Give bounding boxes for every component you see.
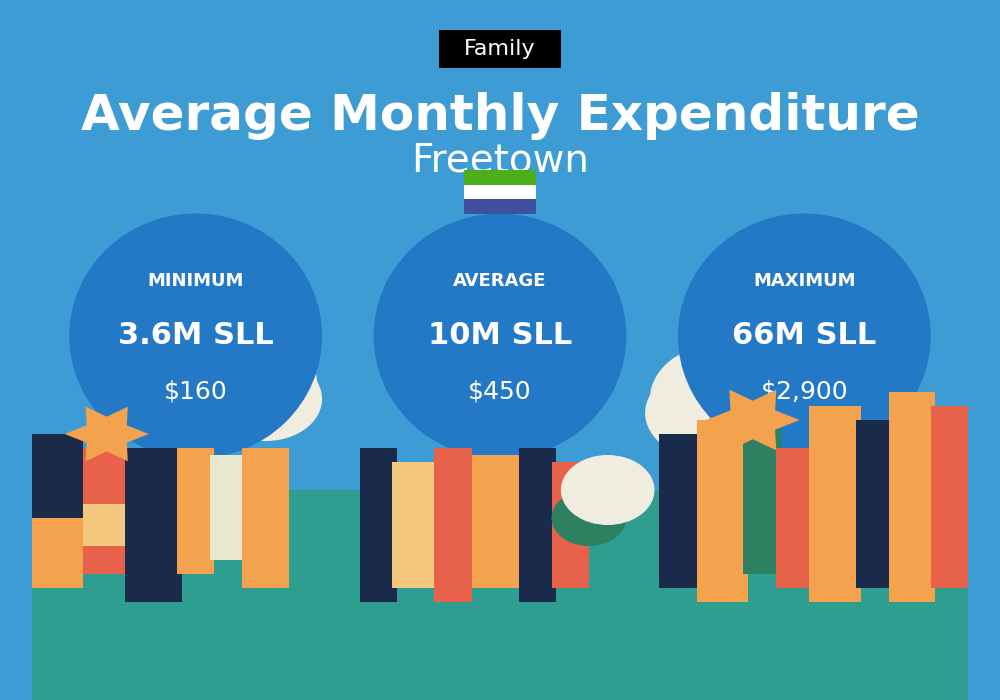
Text: Family: Family bbox=[464, 39, 536, 59]
Bar bbox=[659, 434, 701, 588]
Bar bbox=[931, 406, 968, 588]
Bar bbox=[392, 462, 439, 588]
Circle shape bbox=[177, 332, 317, 438]
Text: Freetown: Freetown bbox=[411, 142, 589, 180]
Bar bbox=[210, 455, 247, 560]
Circle shape bbox=[172, 357, 285, 441]
Text: 10M SLL: 10M SLL bbox=[428, 321, 572, 351]
Text: MINIMUM: MINIMUM bbox=[147, 272, 244, 290]
Bar bbox=[125, 448, 182, 602]
Polygon shape bbox=[706, 390, 800, 450]
Bar bbox=[552, 462, 589, 588]
Bar bbox=[32, 434, 83, 518]
Bar bbox=[856, 420, 893, 588]
Text: MAXIMUM: MAXIMUM bbox=[753, 272, 856, 290]
Bar bbox=[464, 185, 536, 199]
Ellipse shape bbox=[374, 214, 626, 458]
Bar bbox=[177, 448, 214, 574]
Ellipse shape bbox=[69, 214, 322, 458]
Circle shape bbox=[650, 343, 800, 455]
Bar bbox=[519, 448, 556, 602]
Circle shape bbox=[210, 357, 322, 441]
Bar bbox=[889, 392, 935, 602]
Circle shape bbox=[561, 455, 655, 525]
Polygon shape bbox=[65, 407, 149, 461]
FancyBboxPatch shape bbox=[439, 29, 561, 69]
Bar bbox=[776, 448, 814, 588]
Bar bbox=[242, 448, 289, 588]
Bar bbox=[472, 455, 523, 588]
Circle shape bbox=[645, 368, 767, 458]
Bar bbox=[32, 434, 83, 588]
Bar bbox=[434, 448, 472, 602]
Text: Average Monthly Expenditure: Average Monthly Expenditure bbox=[81, 92, 919, 139]
Text: 3.6M SLL: 3.6M SLL bbox=[118, 321, 274, 351]
Circle shape bbox=[683, 368, 804, 458]
Bar bbox=[83, 448, 125, 574]
Text: $160: $160 bbox=[164, 379, 228, 403]
Bar bbox=[743, 420, 781, 574]
Bar bbox=[464, 199, 536, 214]
Bar bbox=[360, 448, 397, 602]
Bar bbox=[697, 420, 748, 602]
Text: $450: $450 bbox=[468, 379, 532, 403]
Text: $2,900: $2,900 bbox=[761, 379, 848, 403]
Ellipse shape bbox=[678, 214, 931, 458]
Bar bbox=[464, 170, 536, 185]
Bar bbox=[83, 504, 125, 546]
Text: 66M SLL: 66M SLL bbox=[732, 321, 876, 351]
Text: AVERAGE: AVERAGE bbox=[453, 272, 547, 290]
Circle shape bbox=[552, 490, 626, 546]
Bar bbox=[809, 406, 861, 602]
Bar bbox=[32, 490, 968, 700]
